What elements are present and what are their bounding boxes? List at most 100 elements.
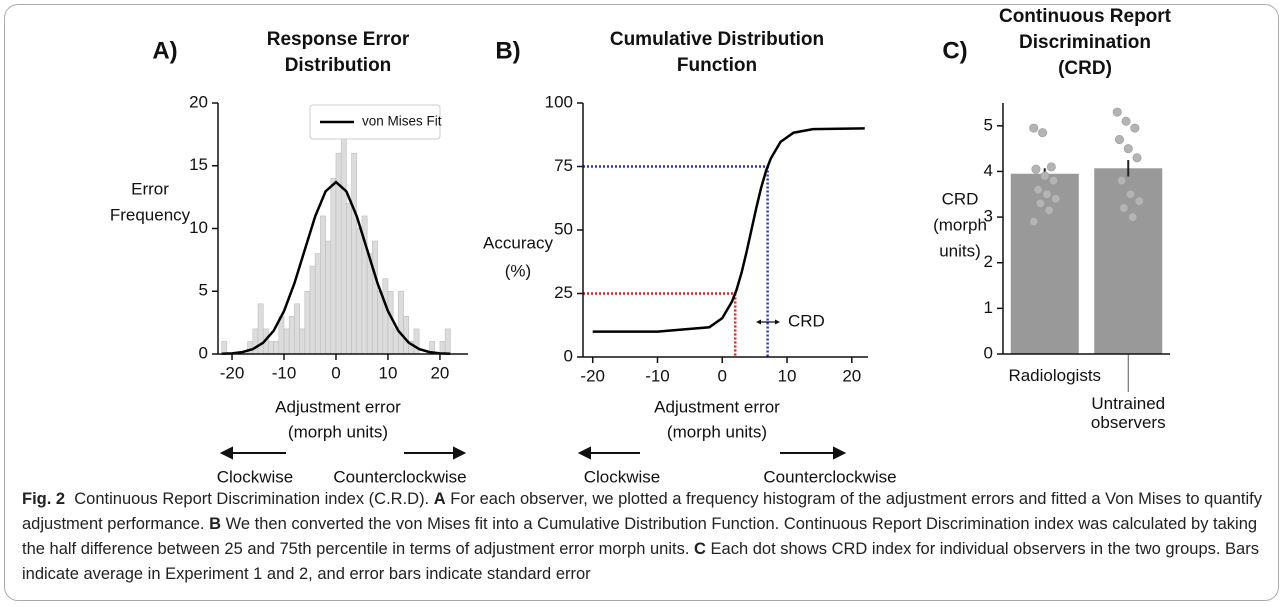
- y-tick-label: 20: [189, 92, 208, 111]
- dot: [1031, 164, 1041, 174]
- dot: [1114, 135, 1124, 145]
- y-tick-label: 25: [554, 283, 573, 302]
- dot: [1121, 116, 1131, 126]
- histogram-bar: [247, 341, 254, 355]
- caption-intro: Continuous Report Discrimination index (…: [74, 490, 430, 508]
- x-tick-label: -10: [272, 363, 297, 382]
- histogram-bar: [221, 341, 228, 355]
- histogram-bar: [377, 290, 384, 355]
- dot: [1125, 189, 1135, 199]
- histogram-bar: [387, 290, 394, 355]
- x-tick-label: -20: [580, 366, 605, 385]
- histogram-bar: [351, 152, 358, 355]
- histogram-bar: [403, 316, 410, 355]
- caption-label: Fig. 2: [22, 490, 66, 508]
- caption-text: For each observer, we plotted a frequenc…: [22, 490, 1262, 533]
- dot: [1119, 203, 1129, 213]
- x-tick-label: -20: [220, 363, 245, 382]
- x-axis-label: (morph units): [667, 422, 767, 441]
- histogram-bar: [283, 328, 290, 355]
- chart-title: Cumulative Distribution: [610, 29, 824, 50]
- histogram-bar: [398, 290, 404, 355]
- x-tick-label: 20: [842, 366, 861, 385]
- bar: [1010, 173, 1079, 354]
- y-axis-label: units): [939, 241, 981, 260]
- histogram-bar: [314, 253, 321, 355]
- histogram-bar: [273, 341, 280, 355]
- legend-label: von Mises Fit: [362, 114, 442, 129]
- arrowhead: [775, 319, 780, 325]
- y-axis-label: Frequency: [110, 205, 191, 224]
- chart-title: Function: [677, 55, 757, 76]
- y-tick-label: 3: [984, 207, 993, 226]
- annotation: CRD: [788, 311, 825, 330]
- histogram-bar: [372, 240, 378, 355]
- dot: [1044, 205, 1054, 215]
- dot: [1029, 217, 1039, 227]
- figure: A) Response Error Distribution Error Frequen…: [110, 6, 1172, 486]
- chart-title: Continuous Report: [999, 6, 1172, 27]
- histogram-bar: [392, 328, 399, 355]
- dot: [1130, 123, 1140, 133]
- histogram-bar: [299, 328, 306, 355]
- arrowhead: [833, 446, 847, 460]
- bar: [1094, 168, 1163, 354]
- y-tick-label: 10: [189, 218, 208, 237]
- x-tick-label: 10: [378, 363, 397, 382]
- panel-letter: B): [495, 37, 520, 64]
- dot: [1112, 107, 1122, 117]
- histogram-bar: [309, 265, 316, 355]
- x-tick-label: 0: [331, 363, 340, 382]
- caption: Fig. 2 Continuous Report Discrimination …: [22, 487, 1267, 587]
- x-axis-label: Adjustment error: [275, 397, 401, 416]
- curve: [592, 127, 865, 333]
- caption-letter: B: [209, 515, 222, 533]
- y-tick-label: 1: [984, 298, 993, 317]
- histogram-bar: [444, 328, 451, 355]
- x-tick-label: Untrained observers: [1090, 394, 1166, 432]
- annotation: Counterclockwise: [763, 467, 896, 486]
- y-tick-label: 0: [199, 343, 208, 362]
- arrowhead: [756, 319, 761, 325]
- arrowhead: [219, 446, 233, 460]
- y-axis-label: (%): [505, 261, 531, 280]
- dot: [1128, 212, 1138, 222]
- dot: [1049, 176, 1059, 186]
- y-tick-label: 5: [984, 115, 993, 134]
- chart-title: (CRD): [1058, 58, 1112, 79]
- histogram-bar: [330, 178, 337, 355]
- dot: [1117, 176, 1127, 186]
- histogram-bar: [320, 215, 326, 355]
- x-tick-label: 10: [778, 366, 797, 385]
- arrowhead: [577, 446, 591, 460]
- caption-letter: A: [433, 490, 446, 508]
- panel-letter: C): [942, 37, 967, 64]
- y-tick-label: 0: [984, 343, 993, 362]
- histogram-bar: [439, 341, 446, 355]
- arrows: [219, 446, 847, 460]
- y-tick-label: 0: [564, 346, 573, 365]
- annotation: Clockwise: [217, 467, 294, 486]
- histogram-bar: [325, 240, 332, 355]
- y-tick-label: 100: [545, 92, 573, 111]
- dot: [1038, 128, 1048, 138]
- y-tick-label: 4: [984, 161, 993, 180]
- y-tick-label: 75: [554, 156, 573, 175]
- legend-box: [309, 104, 441, 140]
- dot: [1046, 162, 1056, 172]
- chart-title: Discrimination: [1019, 32, 1151, 53]
- histogram-bar: [366, 253, 373, 355]
- annotation: Clockwise: [584, 467, 661, 486]
- histogram-bar: [294, 303, 300, 355]
- dot: [1123, 144, 1133, 154]
- x-tick-label: 20: [430, 363, 449, 382]
- dot: [1035, 198, 1045, 208]
- histogram-bar: [340, 127, 347, 355]
- arrowhead: [453, 446, 467, 460]
- histogram-bar: [356, 228, 363, 355]
- dot: [1134, 196, 1144, 206]
- x-axis-label: Adjustment error: [654, 397, 780, 416]
- annotation: Counterclockwise: [333, 467, 466, 486]
- curve: [221, 180, 451, 355]
- caption-letter: C: [694, 540, 706, 558]
